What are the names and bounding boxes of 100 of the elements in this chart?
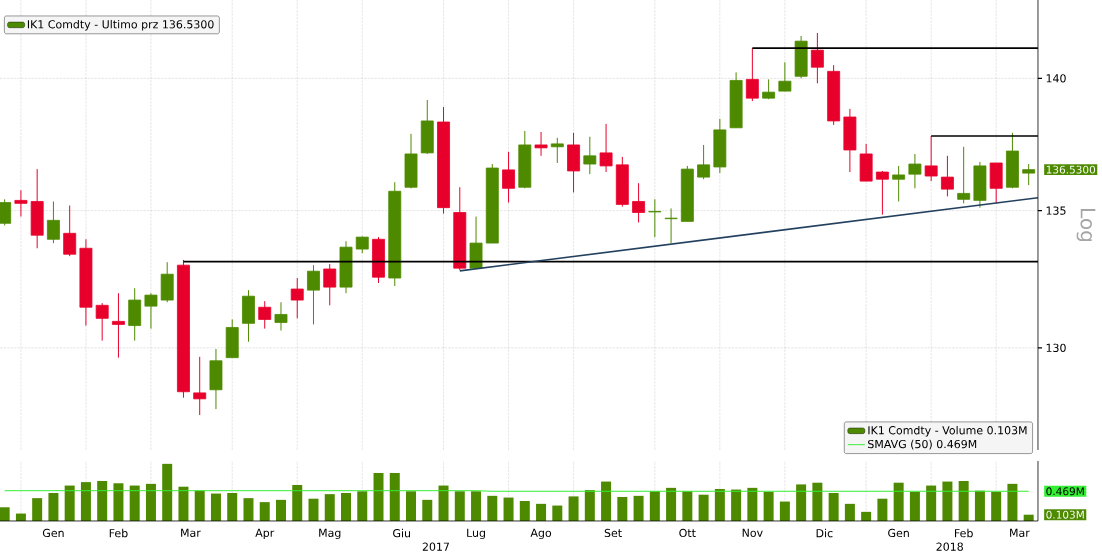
candlestick (583, 136, 597, 175)
bar (682, 491, 693, 521)
bar (828, 492, 839, 521)
bar (698, 494, 709, 521)
candlestick (859, 143, 873, 182)
bar (32, 498, 43, 521)
y-tick-label: 140 (1046, 74, 1066, 83)
candlestick (1005, 132, 1019, 189)
bar (357, 491, 368, 521)
candlestick (437, 106, 450, 215)
candlestick (469, 216, 483, 270)
candlestick (989, 162, 1003, 204)
bar (942, 481, 953, 521)
x-tick-label: Dic (816, 528, 833, 538)
bar (617, 496, 628, 521)
candlestick (810, 32, 824, 84)
candlestick (290, 277, 304, 319)
bar (601, 481, 612, 521)
candlestick (160, 261, 174, 303)
bar (259, 502, 270, 521)
x-tick-label: Apr (255, 528, 275, 540)
candlestick (95, 302, 109, 342)
x-tick-label: Feb (109, 528, 128, 538)
y-tick-label: 130 (1046, 343, 1066, 353)
candlestick (242, 289, 255, 343)
x-tick-label: Gen (888, 528, 909, 538)
bar (779, 501, 790, 521)
legend-label: SMAVG (50) 0.469M (868, 439, 977, 450)
candlestick (550, 137, 564, 164)
bar (292, 484, 303, 521)
x-tick-label: Gen (42, 528, 64, 538)
legend-label: IK1 Comdty - Volume 0.103M (868, 425, 1027, 437)
bar (243, 498, 254, 521)
bar (454, 491, 465, 521)
candlestick (957, 146, 971, 204)
candlestick (632, 182, 646, 223)
text: 136.5300 (1046, 165, 1096, 174)
candlestick (648, 198, 662, 238)
bar (422, 499, 433, 521)
candlestick (128, 287, 142, 342)
candlestick (567, 132, 580, 193)
bar (763, 491, 774, 521)
candlestick (713, 118, 727, 174)
candlestick (144, 292, 158, 330)
text: 2017 (422, 542, 449, 551)
candlestick (388, 181, 402, 287)
candlestick (193, 356, 207, 416)
bar (666, 487, 677, 521)
candlestick (827, 64, 841, 126)
candlestick (307, 264, 320, 325)
x-tick-label: Mag (319, 528, 341, 540)
bar (80, 482, 91, 521)
bar (438, 485, 449, 521)
bar (178, 486, 189, 521)
bar (275, 499, 286, 521)
bar (1007, 483, 1018, 521)
candlestick (762, 78, 776, 100)
candlestick (924, 135, 938, 182)
bar (926, 485, 937, 521)
text: 0.469M (1046, 487, 1084, 496)
bar (97, 480, 108, 521)
bar (714, 488, 725, 521)
bar (974, 490, 985, 521)
x-tick-label: Mar (1010, 528, 1030, 537)
bar (893, 482, 904, 521)
bar (324, 494, 335, 521)
candlestick (258, 300, 272, 330)
bar (584, 490, 595, 521)
legend-label: IK1 Comdty - Ultimo prz 136.5300 (27, 19, 214, 31)
x-tick-label: Ott (679, 528, 696, 538)
candlestick (745, 47, 759, 102)
candlestick (177, 259, 190, 399)
candlestick (875, 170, 889, 216)
candlestick (46, 200, 60, 244)
bar (308, 498, 319, 521)
candlestick (420, 99, 434, 155)
candlestick (729, 71, 743, 129)
candlestick (274, 301, 288, 332)
x-tick-label: Set (604, 528, 622, 538)
x-tick-label: Lug (467, 528, 485, 540)
bar (812, 482, 823, 521)
text: 2018 (936, 542, 963, 551)
candlestick (680, 165, 694, 222)
candlestick (908, 153, 922, 189)
y-tick-label: 135 (1046, 206, 1066, 215)
candlestick (518, 130, 532, 189)
candlestick (973, 161, 987, 209)
bar (796, 484, 807, 521)
candlestick (323, 263, 337, 306)
candlestick (372, 236, 385, 284)
bar (64, 485, 75, 521)
candlestick (1022, 163, 1036, 186)
bar (0, 507, 10, 521)
bar (113, 483, 124, 521)
candlestick (843, 108, 857, 173)
bar (649, 491, 660, 521)
x-tick-label: Nov (742, 528, 763, 537)
x-tick-label: Ago (530, 528, 552, 540)
candlestick (0, 198, 12, 226)
bar (194, 490, 205, 521)
